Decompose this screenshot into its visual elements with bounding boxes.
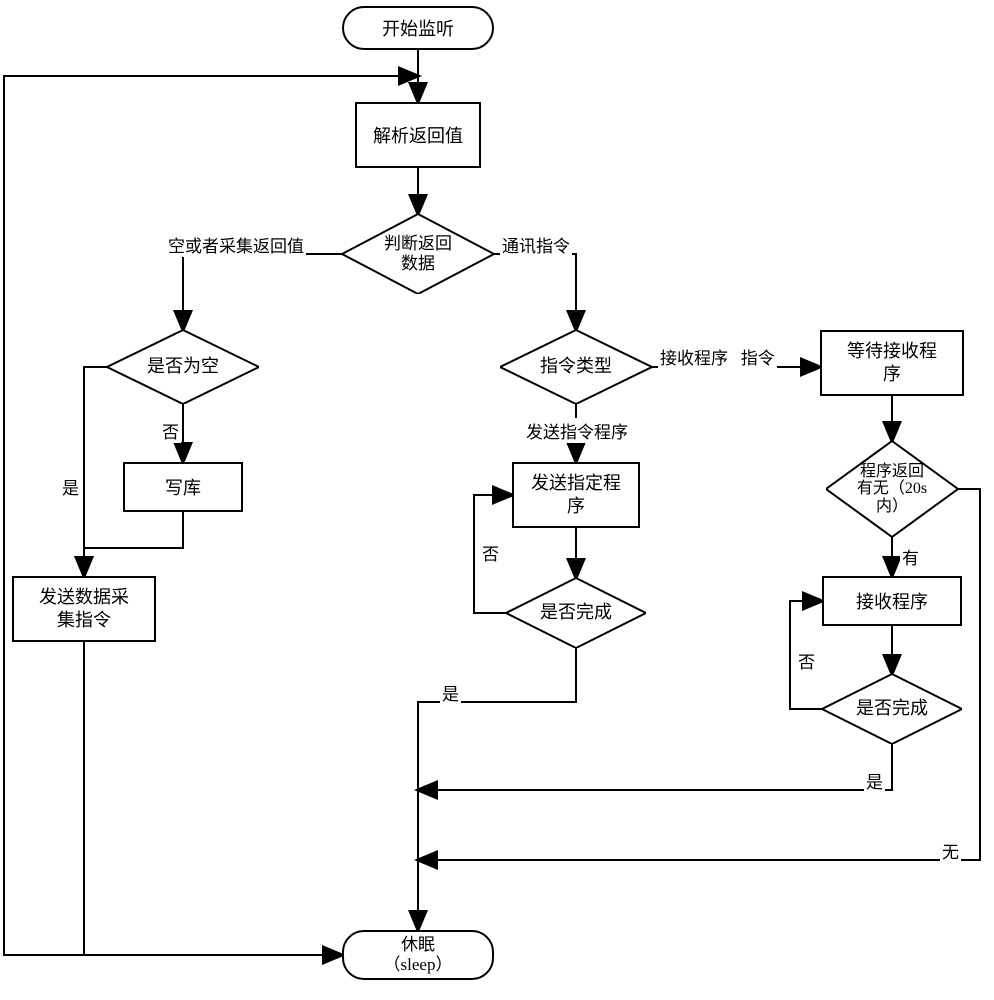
send-collect-node: 发送数据采 集指令 bbox=[12, 576, 156, 642]
start-node: 开始监听 bbox=[342, 6, 494, 50]
wait-recv-label: 等待接收程 序 bbox=[847, 340, 937, 387]
label-isempty-yes: 是 bbox=[60, 474, 81, 499]
recv-done-label: 是否完成 bbox=[856, 698, 928, 720]
judge-return-label: 判断返回 数据 bbox=[384, 234, 452, 275]
label-recvdone-yes: 是 bbox=[864, 768, 885, 793]
judge-return-node: 判断返回 数据 bbox=[342, 214, 494, 294]
send-done-label: 是否完成 bbox=[540, 602, 612, 624]
sleep-node: 休眠 （sleep） bbox=[342, 930, 494, 980]
label-senddone-no: 否 bbox=[480, 540, 501, 565]
sleep-label: 休眠 （sleep） bbox=[384, 935, 453, 976]
send-done-node: 是否完成 bbox=[506, 578, 646, 648]
write-db-label: 写库 bbox=[165, 474, 201, 500]
send-prog-label: 发送指定程 序 bbox=[531, 472, 621, 519]
send-prog-node: 发送指定程 序 bbox=[512, 462, 640, 528]
parse-node: 解析返回值 bbox=[355, 102, 481, 168]
label-senddone-yes: 是 bbox=[440, 680, 461, 705]
start-label: 开始监听 bbox=[382, 15, 454, 41]
label-progreturn-none: 无 bbox=[940, 838, 961, 863]
wait-recv-node: 等待接收程 序 bbox=[820, 330, 964, 396]
prog-return-node: 程序返回 有无（20s 内） bbox=[826, 441, 958, 537]
label-empty-or-collect: 空或者采集返回值 bbox=[166, 232, 306, 257]
label-recv-prog-cmd: 接收程序 指令 bbox=[658, 344, 777, 369]
cmd-type-node: 指令类型 bbox=[500, 330, 652, 404]
is-empty-node: 是否为空 bbox=[107, 330, 259, 404]
prog-return-label: 程序返回 有无（20s 内） bbox=[857, 463, 927, 516]
cmd-type-label: 指令类型 bbox=[540, 356, 612, 378]
label-isempty-no: 否 bbox=[160, 418, 181, 443]
recv-prog-label: 接收程序 bbox=[856, 588, 928, 614]
send-collect-label: 发送数据采 集指令 bbox=[39, 586, 129, 633]
label-progreturn-has: 有 bbox=[900, 544, 921, 569]
parse-label: 解析返回值 bbox=[373, 122, 463, 148]
recv-prog-node: 接收程序 bbox=[822, 576, 962, 626]
write-db-node: 写库 bbox=[123, 462, 243, 512]
recv-done-node: 是否完成 bbox=[822, 674, 962, 744]
label-recvdone-no: 否 bbox=[796, 648, 817, 673]
label-send-cmd-prog: 发送指令程序 bbox=[524, 418, 630, 443]
is-empty-label: 是否为空 bbox=[147, 356, 219, 378]
label-comm-cmd: 通讯指令 bbox=[500, 232, 572, 257]
